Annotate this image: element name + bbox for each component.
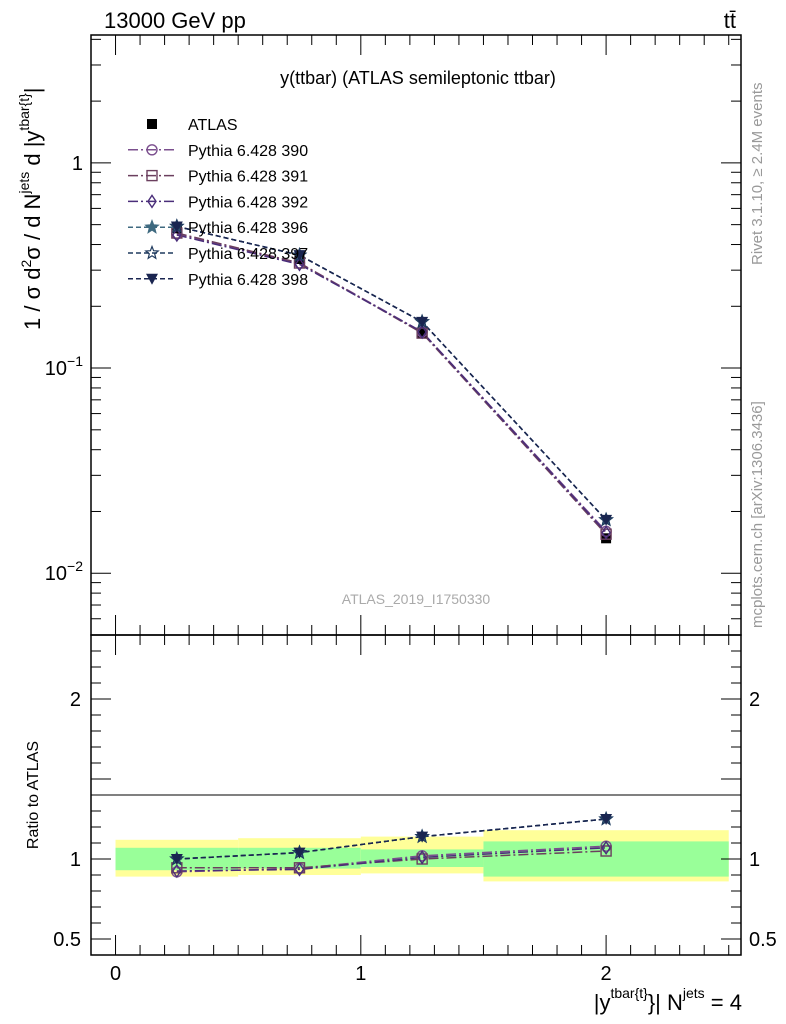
ratio-series-line: [176, 818, 607, 860]
ratio-series-line: [176, 847, 607, 872]
series-line: [176, 225, 607, 521]
series-point: [294, 257, 305, 272]
ratio-point: [600, 814, 613, 825]
series-point: [416, 316, 429, 328]
ratio-point: [294, 862, 305, 877]
x-tick-label: 2: [601, 963, 612, 985]
y-axis-label: 1 / σ d2σ / d Njets d |ytbar{t}|: [16, 87, 45, 330]
legend-marker: [146, 273, 158, 285]
legend-label: Pythia 6.428 391: [188, 169, 308, 186]
y-tick-label: 10−2: [45, 558, 83, 585]
svg-text:1 / σ d2σ / d Njets d |ytbar{t: 1 / σ d2σ / d Njets d |ytbar{t}|: [16, 87, 45, 330]
series-point: [172, 227, 182, 243]
process-label: tt̄: [724, 8, 736, 33]
rivet-label: Rivet 3.1.10, ≥ 2.4M events: [749, 83, 766, 266]
main-markers: [169, 218, 614, 544]
ratio-tick-label-left: 0.5: [53, 929, 81, 951]
x-tick-label: 1: [355, 963, 366, 985]
band-inner: [483, 841, 729, 877]
energy-label: 13000 GeV pp: [104, 8, 246, 33]
series-point: [601, 525, 611, 540]
legend-label: Pythia 6.428 397: [188, 246, 308, 263]
ratio-axis-ticks: 0.5 0.5 1 1 2 2 0 1 2: [53, 634, 777, 985]
data-point: [417, 328, 428, 339]
ratio-panel: 0.5 0.5 1 1 2 2 0 1 2 Ratio to ATLAS: [25, 634, 777, 985]
x-tick-label: 0: [110, 963, 121, 985]
legend-marker: [147, 194, 157, 209]
main-axis-ticks: 10−2 10−1 1: [45, 35, 741, 636]
legend-label: Pythia 6.428 398: [188, 272, 308, 289]
analysis-label: ATLAS_2019_I1750330: [342, 591, 491, 607]
series-point: [293, 250, 306, 262]
ratio-tick-label-left: 2: [70, 689, 81, 711]
main-panel: 10−2 10−1 1 y(ttbar) (ATLAS semileptonic t…: [45, 34, 742, 636]
legend-label: Pythia 6.428 392: [188, 194, 308, 211]
ratio-point: [170, 854, 183, 865]
ratio-series-lines: [176, 818, 607, 873]
ratio-tick-label-left: 1: [70, 849, 81, 871]
y-tick-label: 10−1: [45, 353, 83, 380]
ratio-markers: [169, 810, 614, 879]
ratio-point: [416, 831, 429, 843]
ratio-tick-label-right: 2: [749, 689, 760, 711]
legend-label: Pythia 6.428 390: [188, 143, 308, 160]
ratio-frame: [90, 634, 742, 956]
legend-marker: [144, 244, 160, 260]
legend-marker: [146, 144, 158, 156]
ratio-tick-label-right: 0.5: [749, 929, 777, 951]
legend: ATLAS Pythia 6.428 390 Pythia 6.428 391 Pyt…: [128, 117, 308, 289]
ratio-point: [417, 850, 427, 865]
ratio-point: [601, 840, 611, 856]
series-point: [417, 324, 427, 340]
series-line: [176, 225, 607, 521]
series-line: [176, 225, 607, 521]
series-point: [170, 221, 183, 233]
legend-marker: [144, 219, 160, 234]
main-series-lines: [176, 225, 607, 535]
ratio-point: [172, 863, 182, 879]
ratio-y-label: Ratio to ATLAS: [25, 741, 42, 849]
legend-marker: [147, 119, 157, 129]
x-axis-label: |ytbar{t}}| Njets = 4: [594, 985, 742, 1015]
legend-marker: [146, 169, 158, 182]
mcplots-label: mcplots.cern.ch [arXiv:1306.3436]: [749, 401, 766, 628]
series-point: [600, 514, 613, 526]
svg-text:|ytbar{t}}| Njets = 4: |ytbar{t}}| Njets = 4: [594, 985, 742, 1015]
ratio-point: [600, 845, 612, 857]
legend-label: ATLAS: [188, 117, 238, 134]
y-tick-label: 1: [72, 153, 83, 175]
ratio-tick-label-right: 1: [749, 849, 760, 871]
chart-title: y(ttbar) (ATLAS semileptonic ttbar): [280, 68, 556, 88]
series-line: [176, 232, 607, 535]
series-line: [176, 234, 607, 534]
ratio-point: [293, 847, 306, 859]
legend-label: Pythia 6.428 396: [188, 220, 308, 237]
